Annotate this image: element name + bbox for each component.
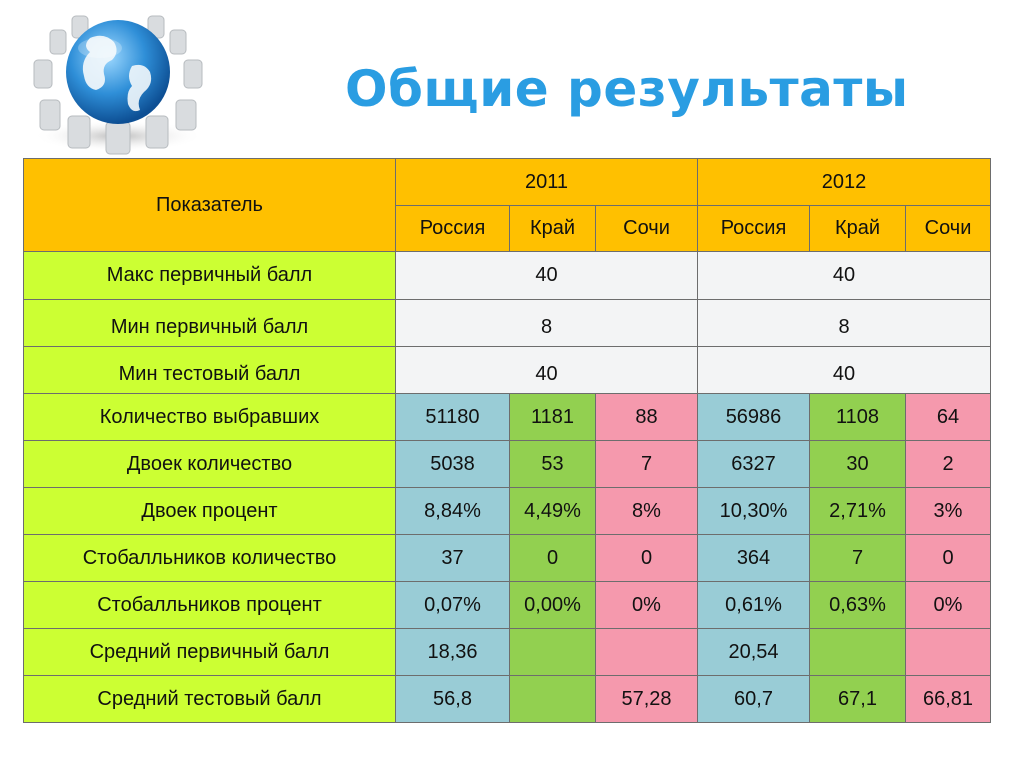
cell-sochi-2012: 64 bbox=[905, 393, 991, 441]
table-row: Двоек процент 8,84% 4,49% 8% 10,30% 2,71… bbox=[23, 487, 991, 535]
subheader-russia-2012: Россия bbox=[697, 205, 810, 252]
cell-krai-2012: 1108 bbox=[809, 393, 906, 441]
cell-krai-2011: 4,49% bbox=[509, 487, 596, 535]
header-year-2012: 2012 bbox=[697, 158, 991, 206]
row-label: Средний тестовый балл bbox=[23, 675, 396, 723]
cell-krai-2011: 0,00% bbox=[509, 581, 596, 629]
cell-sochi-2011: 0% bbox=[595, 581, 698, 629]
cell-krai-2011: 53 bbox=[509, 440, 596, 488]
merged-cell-2012: 40 bbox=[697, 251, 991, 300]
cell-sochi-2011: 0 bbox=[595, 534, 698, 582]
subheader-krai-2011: Край bbox=[509, 205, 596, 252]
cell-krai-2012: 0,63% bbox=[809, 581, 906, 629]
results-table: Показатель 2011 2012 Россия Край Сочи Ро… bbox=[23, 158, 991, 723]
merged-cell-2011: 40 bbox=[395, 346, 698, 394]
row-label: Мин первичный балл bbox=[23, 299, 396, 347]
merged-cell-2012: 40 bbox=[697, 346, 991, 394]
cell-krai-2011 bbox=[509, 675, 596, 723]
cell-russia-2012: 20,54 bbox=[697, 628, 810, 676]
header-indicator: Показатель bbox=[23, 158, 396, 252]
cell-krai-2012 bbox=[809, 628, 906, 676]
row-label: Стобалльников количество bbox=[23, 534, 396, 582]
cell-krai-2012: 30 bbox=[809, 440, 906, 488]
cell-sochi-2011: 57,28 bbox=[595, 675, 698, 723]
cell-russia-2011: 0,07% bbox=[395, 581, 510, 629]
cell-russia-2012: 364 bbox=[697, 534, 810, 582]
table-row: Средний первичный балл 18,36 20,54 bbox=[23, 628, 991, 676]
cell-krai-2011 bbox=[509, 628, 596, 676]
cell-krai-2011: 0 bbox=[509, 534, 596, 582]
merged-cell-2011: 40 bbox=[395, 251, 698, 300]
merged-cell-2011: 8 bbox=[395, 299, 698, 347]
cell-russia-2012: 56986 bbox=[697, 393, 810, 441]
cell-russia-2012: 6327 bbox=[697, 440, 810, 488]
row-label: Мин тестовый балл bbox=[23, 346, 396, 394]
cell-sochi-2011: 8% bbox=[595, 487, 698, 535]
row-label: Двоек количество bbox=[23, 440, 396, 488]
cell-sochi-2011 bbox=[595, 628, 698, 676]
cell-sochi-2012: 3% bbox=[905, 487, 991, 535]
cell-sochi-2012: 0% bbox=[905, 581, 991, 629]
cell-russia-2012: 10,30% bbox=[697, 487, 810, 535]
row-label: Количество выбравших bbox=[23, 393, 396, 441]
cell-russia-2011: 8,84% bbox=[395, 487, 510, 535]
subheader-sochi-2012: Сочи bbox=[905, 205, 991, 252]
cell-russia-2011: 56,8 bbox=[395, 675, 510, 723]
cell-krai-2011: 1181 bbox=[509, 393, 596, 441]
cell-krai-2012: 2,71% bbox=[809, 487, 906, 535]
row-label: Стобалльников процент bbox=[23, 581, 396, 629]
cell-krai-2012: 7 bbox=[809, 534, 906, 582]
row-label: Двоек процент bbox=[23, 487, 396, 535]
cell-russia-2012: 0,61% bbox=[697, 581, 810, 629]
cell-sochi-2011: 7 bbox=[595, 440, 698, 488]
globe-with-chairs-icon bbox=[33, 15, 203, 155]
cell-sochi-2011: 88 bbox=[595, 393, 698, 441]
table-row: Стобалльников процент 0,07% 0,00% 0% 0,6… bbox=[23, 581, 991, 629]
table-row: Стобалльников количество 37 0 0 364 7 0 bbox=[23, 534, 991, 582]
cell-sochi-2012 bbox=[905, 628, 991, 676]
cell-russia-2011: 18,36 bbox=[395, 628, 510, 676]
table-row: Макс первичный балл 40 40 bbox=[23, 251, 991, 300]
cell-krai-2012: 67,1 bbox=[809, 675, 906, 723]
table-row: Количество выбравших 51180 1181 88 56986… bbox=[23, 393, 991, 441]
page-title: Общие результаты bbox=[345, 60, 909, 118]
row-label: Макс первичный балл bbox=[23, 251, 396, 300]
cell-sochi-2012: 66,81 bbox=[905, 675, 991, 723]
header-year-2011: 2011 bbox=[395, 158, 698, 206]
subheader-krai-2012: Край bbox=[809, 205, 906, 252]
cell-russia-2011: 51180 bbox=[395, 393, 510, 441]
cell-russia-2011: 5038 bbox=[395, 440, 510, 488]
row-label: Средний первичный балл bbox=[23, 628, 396, 676]
table-row: Средний тестовый балл 56,8 57,28 60,7 67… bbox=[23, 675, 991, 723]
cell-russia-2011: 37 bbox=[395, 534, 510, 582]
table-row: Двоек количество 5038 53 7 6327 30 2 bbox=[23, 440, 991, 488]
cell-sochi-2012: 0 bbox=[905, 534, 991, 582]
cell-russia-2012: 60,7 bbox=[697, 675, 810, 723]
subheader-russia-2011: Россия bbox=[395, 205, 510, 252]
merged-cell-2012: 8 bbox=[697, 299, 991, 347]
subheader-sochi-2011: Сочи bbox=[595, 205, 698, 252]
cell-sochi-2012: 2 bbox=[905, 440, 991, 488]
table-row: Мин тестовый балл 40 40 bbox=[23, 346, 991, 394]
table-row: Мин первичный балл 8 8 bbox=[23, 299, 991, 347]
